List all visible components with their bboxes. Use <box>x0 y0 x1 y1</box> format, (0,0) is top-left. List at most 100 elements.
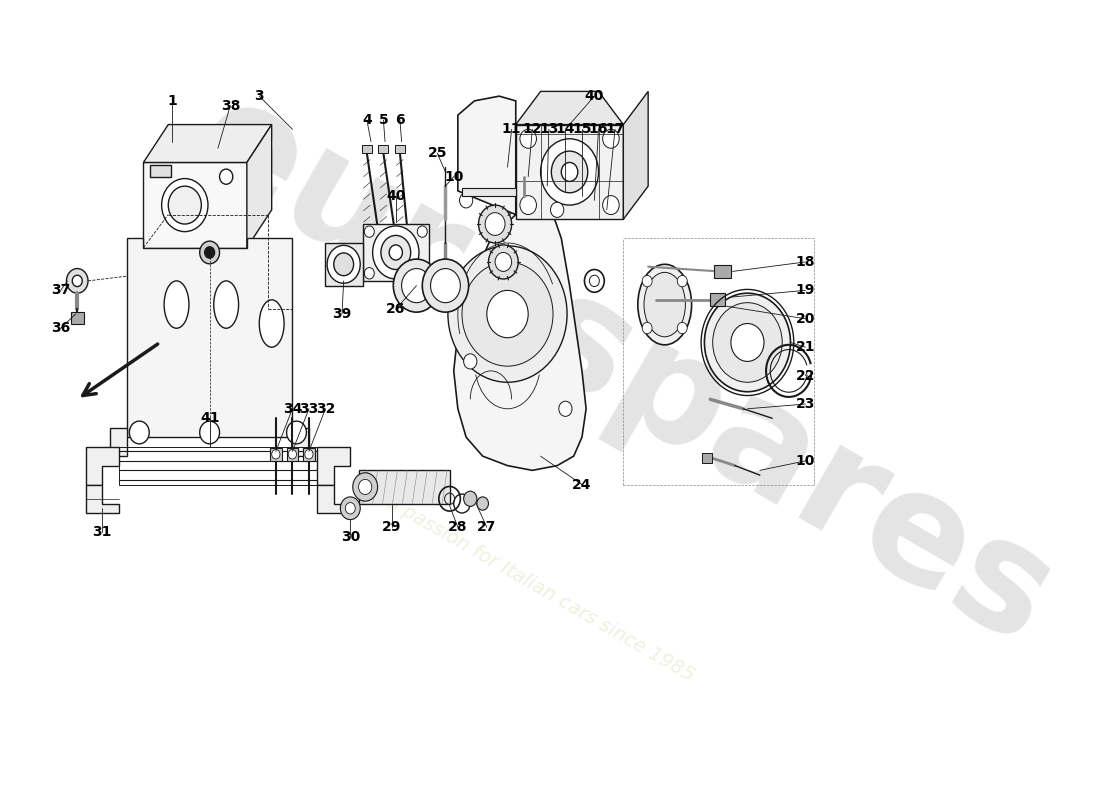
Circle shape <box>463 491 477 506</box>
Text: 20: 20 <box>795 312 815 326</box>
Circle shape <box>642 322 652 334</box>
Circle shape <box>364 226 374 238</box>
Text: 13: 13 <box>539 122 559 136</box>
Circle shape <box>488 245 518 279</box>
Text: 40: 40 <box>386 189 406 202</box>
Circle shape <box>200 241 220 264</box>
Circle shape <box>730 323 764 362</box>
Bar <box>462 188 516 196</box>
Circle shape <box>333 253 353 276</box>
Text: 10: 10 <box>444 170 463 184</box>
Polygon shape <box>143 125 272 162</box>
Bar <box>287 448 298 461</box>
Text: 34: 34 <box>283 402 302 416</box>
Text: 19: 19 <box>795 283 815 298</box>
Polygon shape <box>453 96 586 470</box>
Circle shape <box>463 354 477 369</box>
Circle shape <box>66 269 88 294</box>
Circle shape <box>551 151 587 193</box>
Text: 37: 37 <box>51 283 70 298</box>
Circle shape <box>477 497 488 510</box>
Ellipse shape <box>213 281 239 328</box>
Circle shape <box>678 275 688 287</box>
Circle shape <box>422 259 469 312</box>
Polygon shape <box>110 428 126 456</box>
Bar <box>711 294 725 306</box>
Text: 40: 40 <box>585 89 604 103</box>
Polygon shape <box>86 446 119 485</box>
Bar <box>378 146 388 153</box>
Text: 28: 28 <box>448 520 468 534</box>
Text: 16: 16 <box>588 122 608 136</box>
Circle shape <box>495 253 512 271</box>
Text: 31: 31 <box>92 525 112 539</box>
Polygon shape <box>86 485 119 513</box>
Circle shape <box>394 259 440 312</box>
Polygon shape <box>317 485 350 513</box>
Circle shape <box>402 269 431 302</box>
Text: 15: 15 <box>572 122 592 136</box>
Circle shape <box>559 402 572 416</box>
Circle shape <box>417 268 427 279</box>
Circle shape <box>359 479 372 494</box>
Text: 26: 26 <box>386 302 406 316</box>
Text: 6: 6 <box>395 113 405 127</box>
Bar <box>70 312 84 323</box>
Text: eurospares: eurospares <box>168 65 1079 677</box>
Polygon shape <box>516 125 624 219</box>
Text: 23: 23 <box>795 397 815 411</box>
Circle shape <box>288 450 297 459</box>
Circle shape <box>603 196 619 214</box>
Circle shape <box>364 268 374 279</box>
Bar <box>270 448 282 461</box>
Circle shape <box>448 246 568 382</box>
Circle shape <box>485 213 505 235</box>
Bar <box>395 146 405 153</box>
Text: 1: 1 <box>167 94 177 108</box>
Ellipse shape <box>260 300 284 347</box>
Bar <box>702 454 712 462</box>
Circle shape <box>540 138 598 205</box>
Polygon shape <box>516 91 624 125</box>
Circle shape <box>550 202 564 218</box>
Text: 38: 38 <box>221 98 240 113</box>
Circle shape <box>642 275 652 287</box>
Circle shape <box>287 421 307 444</box>
Circle shape <box>462 262 553 366</box>
Circle shape <box>340 497 360 520</box>
Bar <box>714 265 730 278</box>
Circle shape <box>345 502 355 514</box>
Polygon shape <box>363 224 429 281</box>
Polygon shape <box>143 162 246 248</box>
Circle shape <box>561 162 578 182</box>
Text: 32: 32 <box>316 402 336 416</box>
Text: 18: 18 <box>795 255 815 269</box>
Bar <box>304 448 315 461</box>
Bar <box>359 470 450 503</box>
Circle shape <box>305 450 314 459</box>
Text: 17: 17 <box>605 122 625 136</box>
Circle shape <box>130 421 150 444</box>
Circle shape <box>327 246 360 283</box>
Polygon shape <box>246 125 272 248</box>
Text: 21: 21 <box>795 340 815 354</box>
Text: a passion for Italian cars since 1985: a passion for Italian cars since 1985 <box>384 493 697 685</box>
Circle shape <box>713 302 782 382</box>
Polygon shape <box>326 243 363 286</box>
Polygon shape <box>293 428 309 456</box>
Text: 3: 3 <box>254 89 264 103</box>
Circle shape <box>205 246 214 258</box>
Circle shape <box>678 322 688 334</box>
Text: 41: 41 <box>200 411 219 426</box>
Ellipse shape <box>638 264 692 345</box>
Text: 12: 12 <box>522 122 542 136</box>
Circle shape <box>373 226 419 279</box>
Text: 5: 5 <box>378 113 388 127</box>
Circle shape <box>200 421 220 444</box>
Text: 39: 39 <box>332 307 352 321</box>
Circle shape <box>487 290 528 338</box>
Circle shape <box>389 245 403 260</box>
Polygon shape <box>317 446 350 485</box>
Text: 36: 36 <box>51 322 70 335</box>
Circle shape <box>603 130 619 148</box>
